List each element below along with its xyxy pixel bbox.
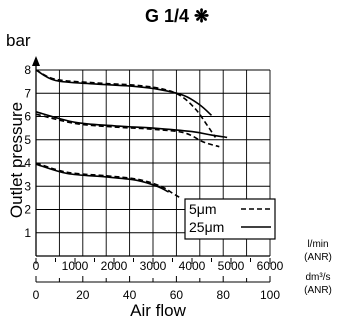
x-unit-label: (ANR) <box>304 285 332 296</box>
y-unit-label: bar <box>6 31 31 50</box>
axes <box>32 56 270 257</box>
y-tick-label: 1 <box>24 226 31 240</box>
x-tick-label-primary: 4000 <box>179 259 206 273</box>
x-tick-label-primary: 5000 <box>218 259 245 273</box>
series-line-25um <box>35 111 228 139</box>
x-tick-label-primary: 1000 <box>62 259 89 273</box>
grid <box>36 69 271 256</box>
x-tick-label-secondary: 0 <box>33 288 40 302</box>
y-tick-label: 5 <box>24 133 31 147</box>
x-axis-label: Air flow <box>130 301 186 320</box>
y-ticks: 1 2 3 4 5 6 7 8 <box>24 63 31 240</box>
y-axis-arrow <box>32 56 40 66</box>
x-tick-label-primary: 3000 <box>140 259 167 273</box>
x-tick-label-secondary: 20 <box>76 288 90 302</box>
y-tick-label: 7 <box>24 86 31 100</box>
x-units: l/min (ANR) dm³/s (ANR) <box>304 239 332 296</box>
series-line-5um <box>35 162 181 199</box>
legend-box <box>184 198 276 240</box>
x-tick-label-primary: 0 <box>33 259 40 273</box>
series-line-5um <box>35 113 220 148</box>
x-tick-label-primary: 6000 <box>257 259 284 273</box>
x-unit-label: dm³/s <box>306 272 331 283</box>
series-lines <box>35 69 228 199</box>
y-tick-label: 4 <box>24 156 31 170</box>
y-tick-label: 3 <box>24 179 31 193</box>
x-unit-label: (ANR) <box>304 252 332 263</box>
y-tick-label: 8 <box>24 63 31 77</box>
x-ticks-secondary: 0 20 40 60 80 100 <box>33 276 280 302</box>
chart-title: G 1/4 ❋ <box>145 6 209 26</box>
y-tick-label: 6 <box>24 110 31 124</box>
series-line-25um <box>35 163 169 193</box>
legend-label: 25μm <box>189 219 224 235</box>
series-line-25um <box>35 69 213 116</box>
x-tick-label-secondary: 100 <box>260 288 280 302</box>
x-tick-label-primary: 2000 <box>101 259 128 273</box>
legend: 5μm 25μm <box>184 198 276 240</box>
x-ticks-primary: 0 1000 2000 3000 4000 5000 6000 <box>33 258 284 273</box>
x-tick-label-secondary: 80 <box>217 288 231 302</box>
legend-label: 5μm <box>189 201 217 217</box>
x-tick-label-secondary: 60 <box>170 288 184 302</box>
x-unit-label: l/min <box>307 239 328 250</box>
y-tick-label: 2 <box>24 203 31 217</box>
x-tick-label-secondary: 40 <box>123 288 137 302</box>
y-axis-label: Outlet pressure <box>7 102 26 218</box>
